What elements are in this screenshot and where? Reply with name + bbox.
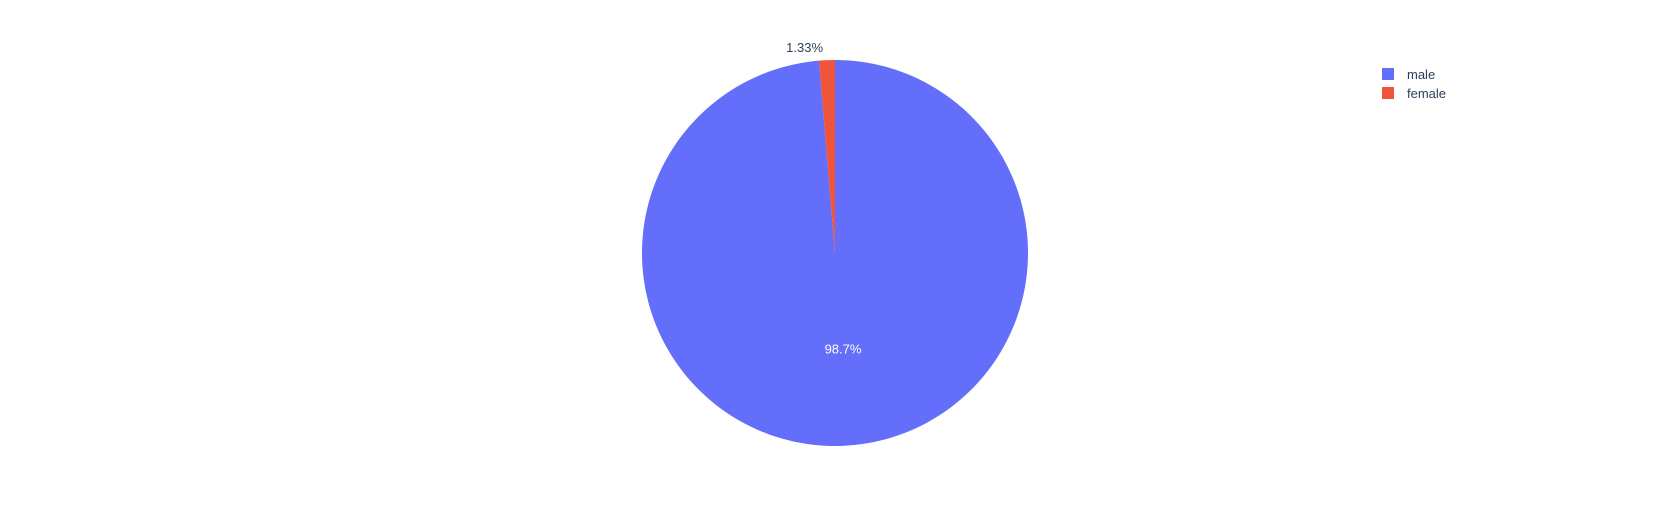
pie-slice-male[interactable] (641, 60, 1028, 447)
legend-label-female: female (1407, 86, 1446, 101)
legend-swatch-female (1382, 87, 1394, 99)
slice-label-female: 1.33% (786, 40, 823, 55)
legend-item-male[interactable]: male (1382, 67, 1435, 82)
legend-item-female[interactable]: female (1382, 86, 1446, 101)
legend: male female (1382, 67, 1446, 101)
pie-slice-female[interactable] (818, 60, 835, 253)
slice-label-male: 98.7% (825, 341, 862, 356)
legend-swatch-male (1382, 68, 1394, 80)
legend-label-male: male (1407, 67, 1435, 82)
pie-slices (641, 60, 1028, 447)
pie-labels: 98.7% 1.33% (786, 40, 862, 356)
